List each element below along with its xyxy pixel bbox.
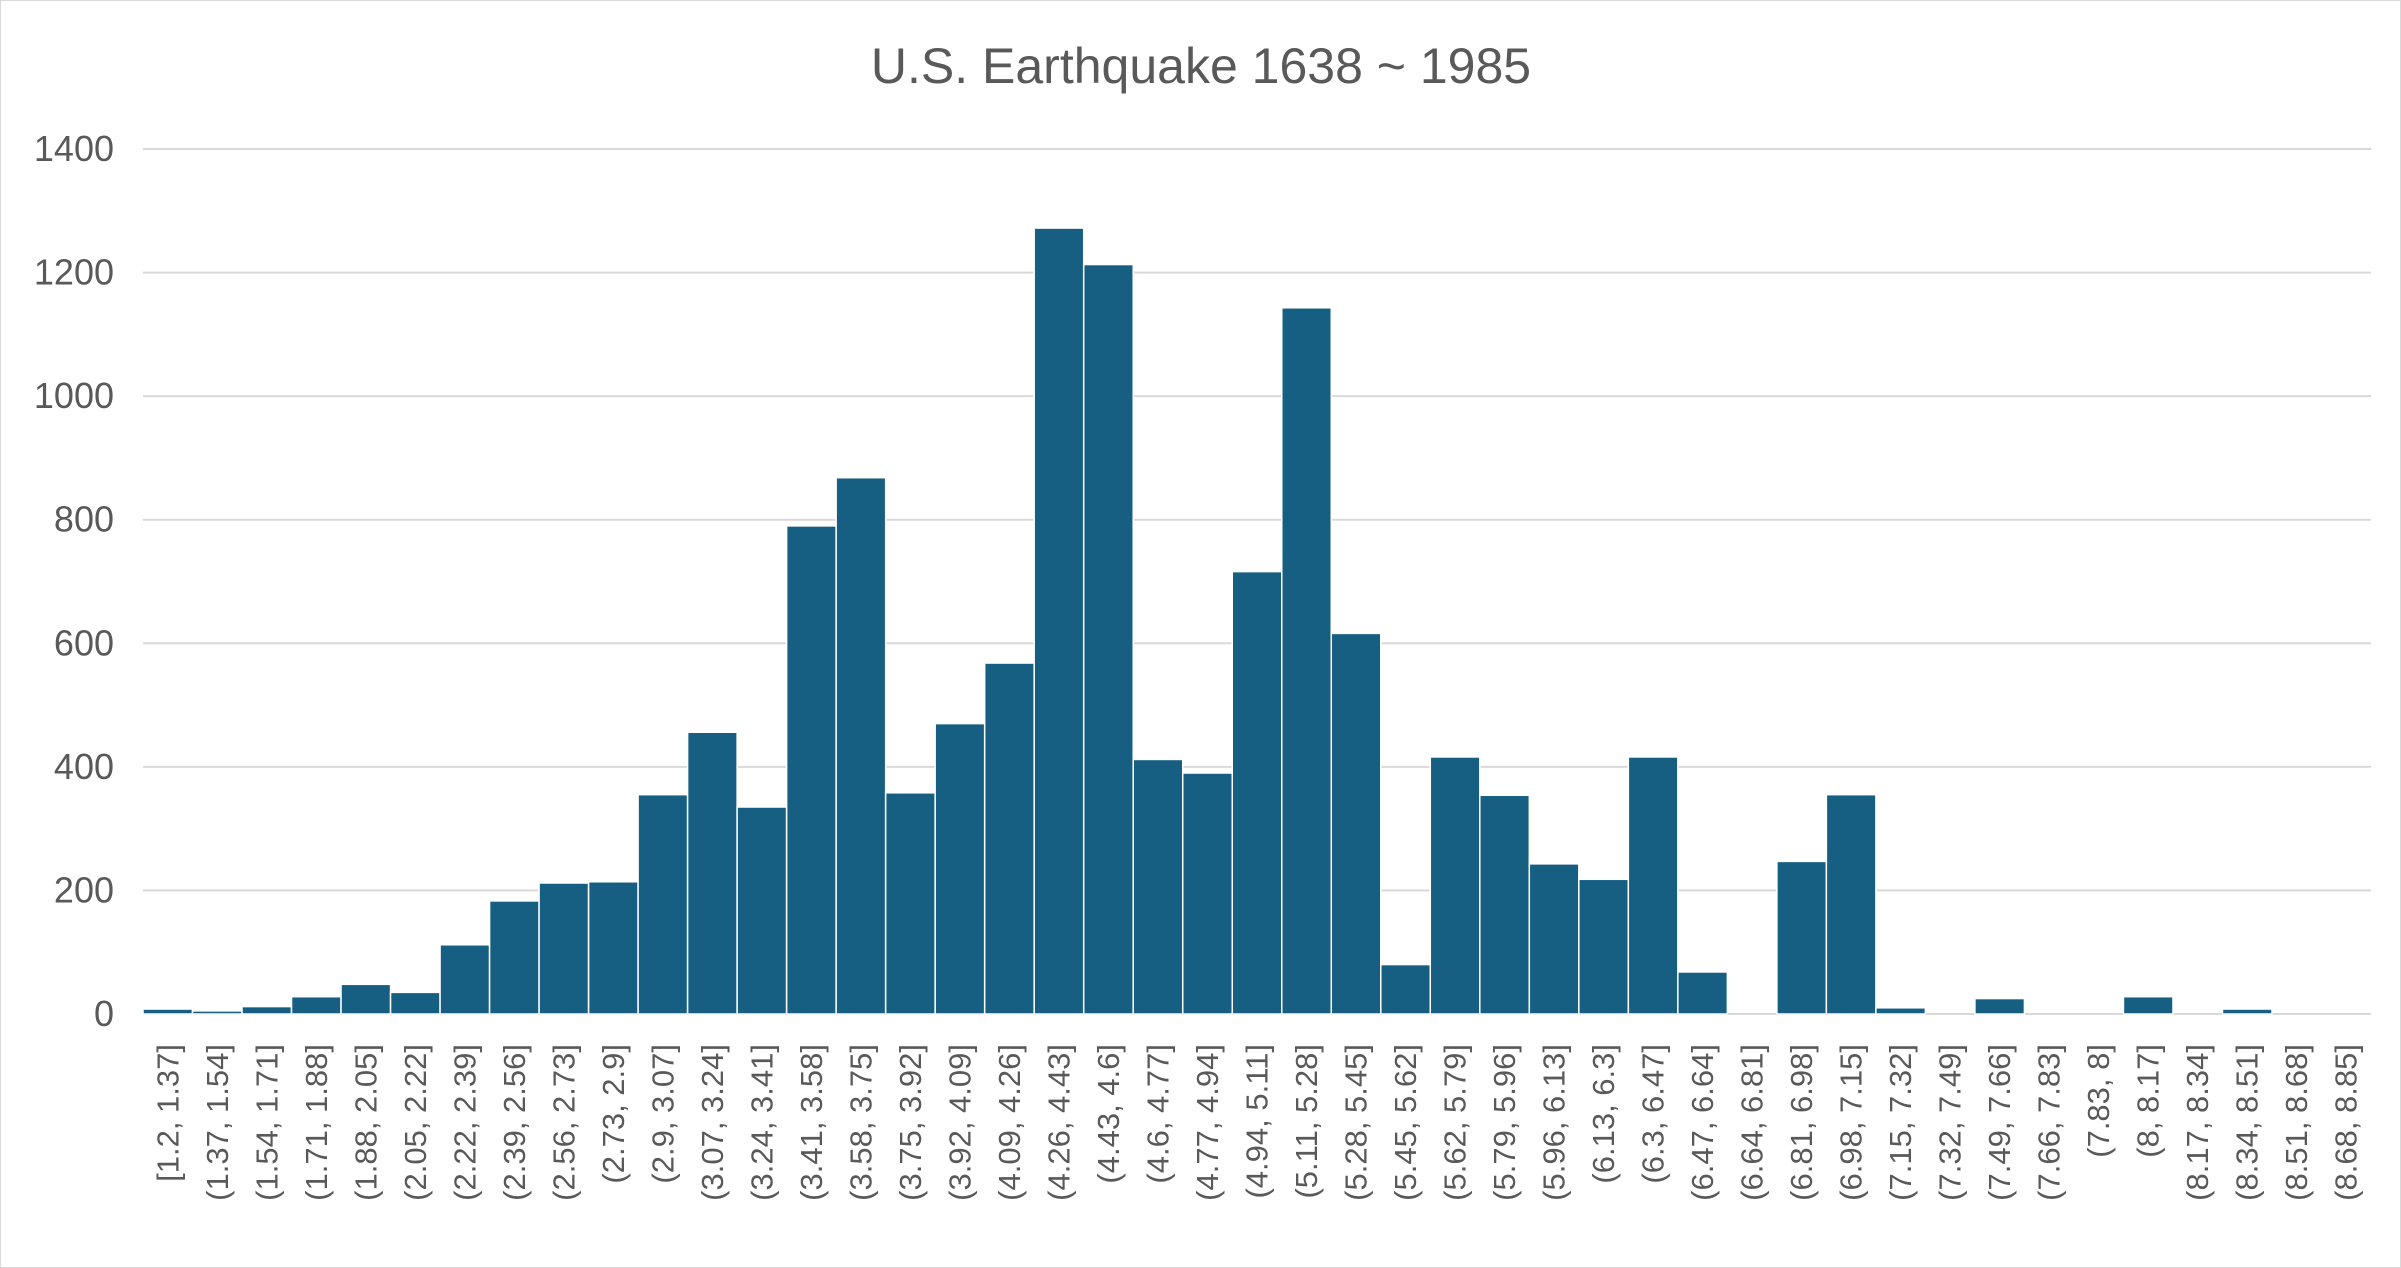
x-tick-label: (6.98, 7.15] (1834, 1044, 1869, 1201)
bar (1033, 227, 1085, 1015)
x-tick-label: (4.26, 4.43] (1041, 1044, 1076, 1201)
x-tick-label: (8.51, 8.68] (2279, 1044, 2314, 1201)
bar (1825, 793, 1877, 1015)
x-tick-label: (7.15, 7.32] (1883, 1044, 1918, 1201)
x-tick-label: (2.22, 2.39] (447, 1044, 482, 1201)
bar (1578, 878, 1630, 1015)
x-tick-label: (8.34, 8.51] (2230, 1044, 2265, 1201)
bar (1380, 963, 1432, 1015)
x-tick-label: (5.28, 5.45] (1339, 1044, 1374, 1201)
x-tick-label: (5.62, 5.79] (1438, 1044, 1473, 1201)
bar (1974, 997, 2026, 1015)
y-tick-label: 400 (54, 746, 114, 787)
y-tick-label: 600 (54, 622, 114, 663)
bar (884, 792, 936, 1015)
bar (835, 476, 887, 1015)
bar (1082, 263, 1134, 1015)
bar (1181, 772, 1233, 1015)
bar (2122, 995, 2174, 1015)
bar (637, 793, 689, 1015)
x-tick-label: [1.2, 1.37] (150, 1044, 185, 1182)
bar (340, 983, 392, 1015)
bar (1677, 971, 1729, 1015)
x-tick-label: (8, 8.17] (2131, 1044, 2166, 1158)
x-tick-label: (3.24, 3.41] (744, 1044, 779, 1201)
x-tick-label: (3.58, 3.75] (843, 1044, 878, 1201)
bar (1528, 863, 1580, 1015)
bar (439, 944, 491, 1015)
bar (1330, 632, 1382, 1015)
x-axis-ticks: [1.2, 1.37] (1.37, 1.54] (1.54, 1.71] (1.71… (150, 1044, 2363, 1201)
x-tick-label: (3.41, 3.58] (794, 1044, 829, 1201)
bar (983, 662, 1035, 1015)
y-tick-label: 1000 (34, 375, 114, 416)
bar (142, 1008, 194, 1015)
bar (1627, 756, 1679, 1015)
x-tick-label: (1.37, 1.54] (200, 1044, 235, 1201)
x-tick-label: (2.05, 2.22] (398, 1044, 433, 1201)
bar (241, 1005, 293, 1015)
x-tick-label: (8.68, 8.85] (2329, 1044, 2364, 1201)
x-tick-label: (3.75, 3.92] (893, 1044, 928, 1201)
x-tick-label: (6.3, 6.47] (1636, 1044, 1671, 1184)
x-tick-label: (2.9, 3.07] (645, 1044, 680, 1184)
x-tick-label: (4.09, 4.26] (992, 1044, 1027, 1201)
bar (1429, 756, 1481, 1015)
bar (1875, 1007, 1927, 1015)
bar (785, 525, 837, 1015)
y-tick-label: 200 (54, 869, 114, 910)
x-tick-label: (7.32, 7.49] (1933, 1044, 1968, 1201)
x-tick-label: (5.96, 6.13] (1537, 1044, 1572, 1201)
x-tick-label: (7.49, 7.66] (1982, 1044, 2017, 1201)
bar (290, 995, 342, 1015)
x-tick-label: (5.45, 5.62] (1388, 1044, 1423, 1201)
bar (686, 731, 738, 1015)
x-tick-label: (6.64, 6.81] (1735, 1044, 1770, 1201)
bar (1281, 307, 1333, 1015)
bar (1479, 794, 1531, 1015)
chart-title: U.S. Earthquake 1638 ~ 1985 (871, 38, 1531, 94)
x-tick-label: (3.07, 3.24] (695, 1044, 730, 1201)
x-tick-label: (2.56, 2.73] (546, 1044, 581, 1201)
x-tick-label: (1.88, 2.05] (348, 1044, 383, 1201)
bar (1776, 860, 1828, 1015)
bar (488, 900, 540, 1015)
x-tick-label: (7.83, 8] (2081, 1044, 2116, 1158)
x-tick-label: (2.39, 2.56] (497, 1044, 532, 1201)
x-tick-label: (4.94, 5.11] (1240, 1044, 1275, 1199)
y-tick-label: 0 (94, 993, 114, 1034)
y-axis-ticks: 0 200 400 600 800 1000 1200 1400 (34, 128, 114, 1034)
x-tick-label: (1.71, 1.88] (299, 1044, 334, 1201)
x-tick-label: (7.66, 7.83] (2032, 1044, 2067, 1201)
bar (1231, 570, 1283, 1015)
bars (142, 227, 2273, 1015)
bar (389, 991, 441, 1015)
y-tick-label: 1400 (34, 128, 114, 169)
y-tick-label: 800 (54, 499, 114, 540)
x-tick-label: (4.43, 4.6] (1091, 1044, 1126, 1184)
bar (1132, 758, 1184, 1015)
x-tick-label: (2.73, 2.9] (596, 1044, 631, 1184)
bar (2221, 1008, 2273, 1015)
bar (934, 722, 986, 1015)
x-tick-label: (6.47, 6.64] (1685, 1044, 1720, 1201)
x-tick-label: (5.11, 5.28] (1289, 1044, 1324, 1199)
x-tick-label: (1.54, 1.71] (249, 1044, 284, 1201)
y-tick-label: 1200 (34, 252, 114, 293)
x-tick-label: (8.17, 8.34] (2180, 1044, 2215, 1201)
bar (587, 881, 639, 1015)
x-tick-label: (3.92, 4.09] (942, 1044, 977, 1201)
bar (538, 882, 590, 1015)
x-tick-label: (4.6, 4.77] (1140, 1044, 1175, 1184)
x-tick-label: (6.13, 6.3] (1586, 1044, 1621, 1184)
bar (191, 1010, 243, 1015)
x-tick-label: (6.81, 6.98] (1784, 1044, 1819, 1201)
x-tick-label: (4.77, 4.94] (1190, 1044, 1225, 1201)
x-tick-label: (5.79, 5.96] (1487, 1044, 1522, 1201)
bar (736, 806, 788, 1015)
